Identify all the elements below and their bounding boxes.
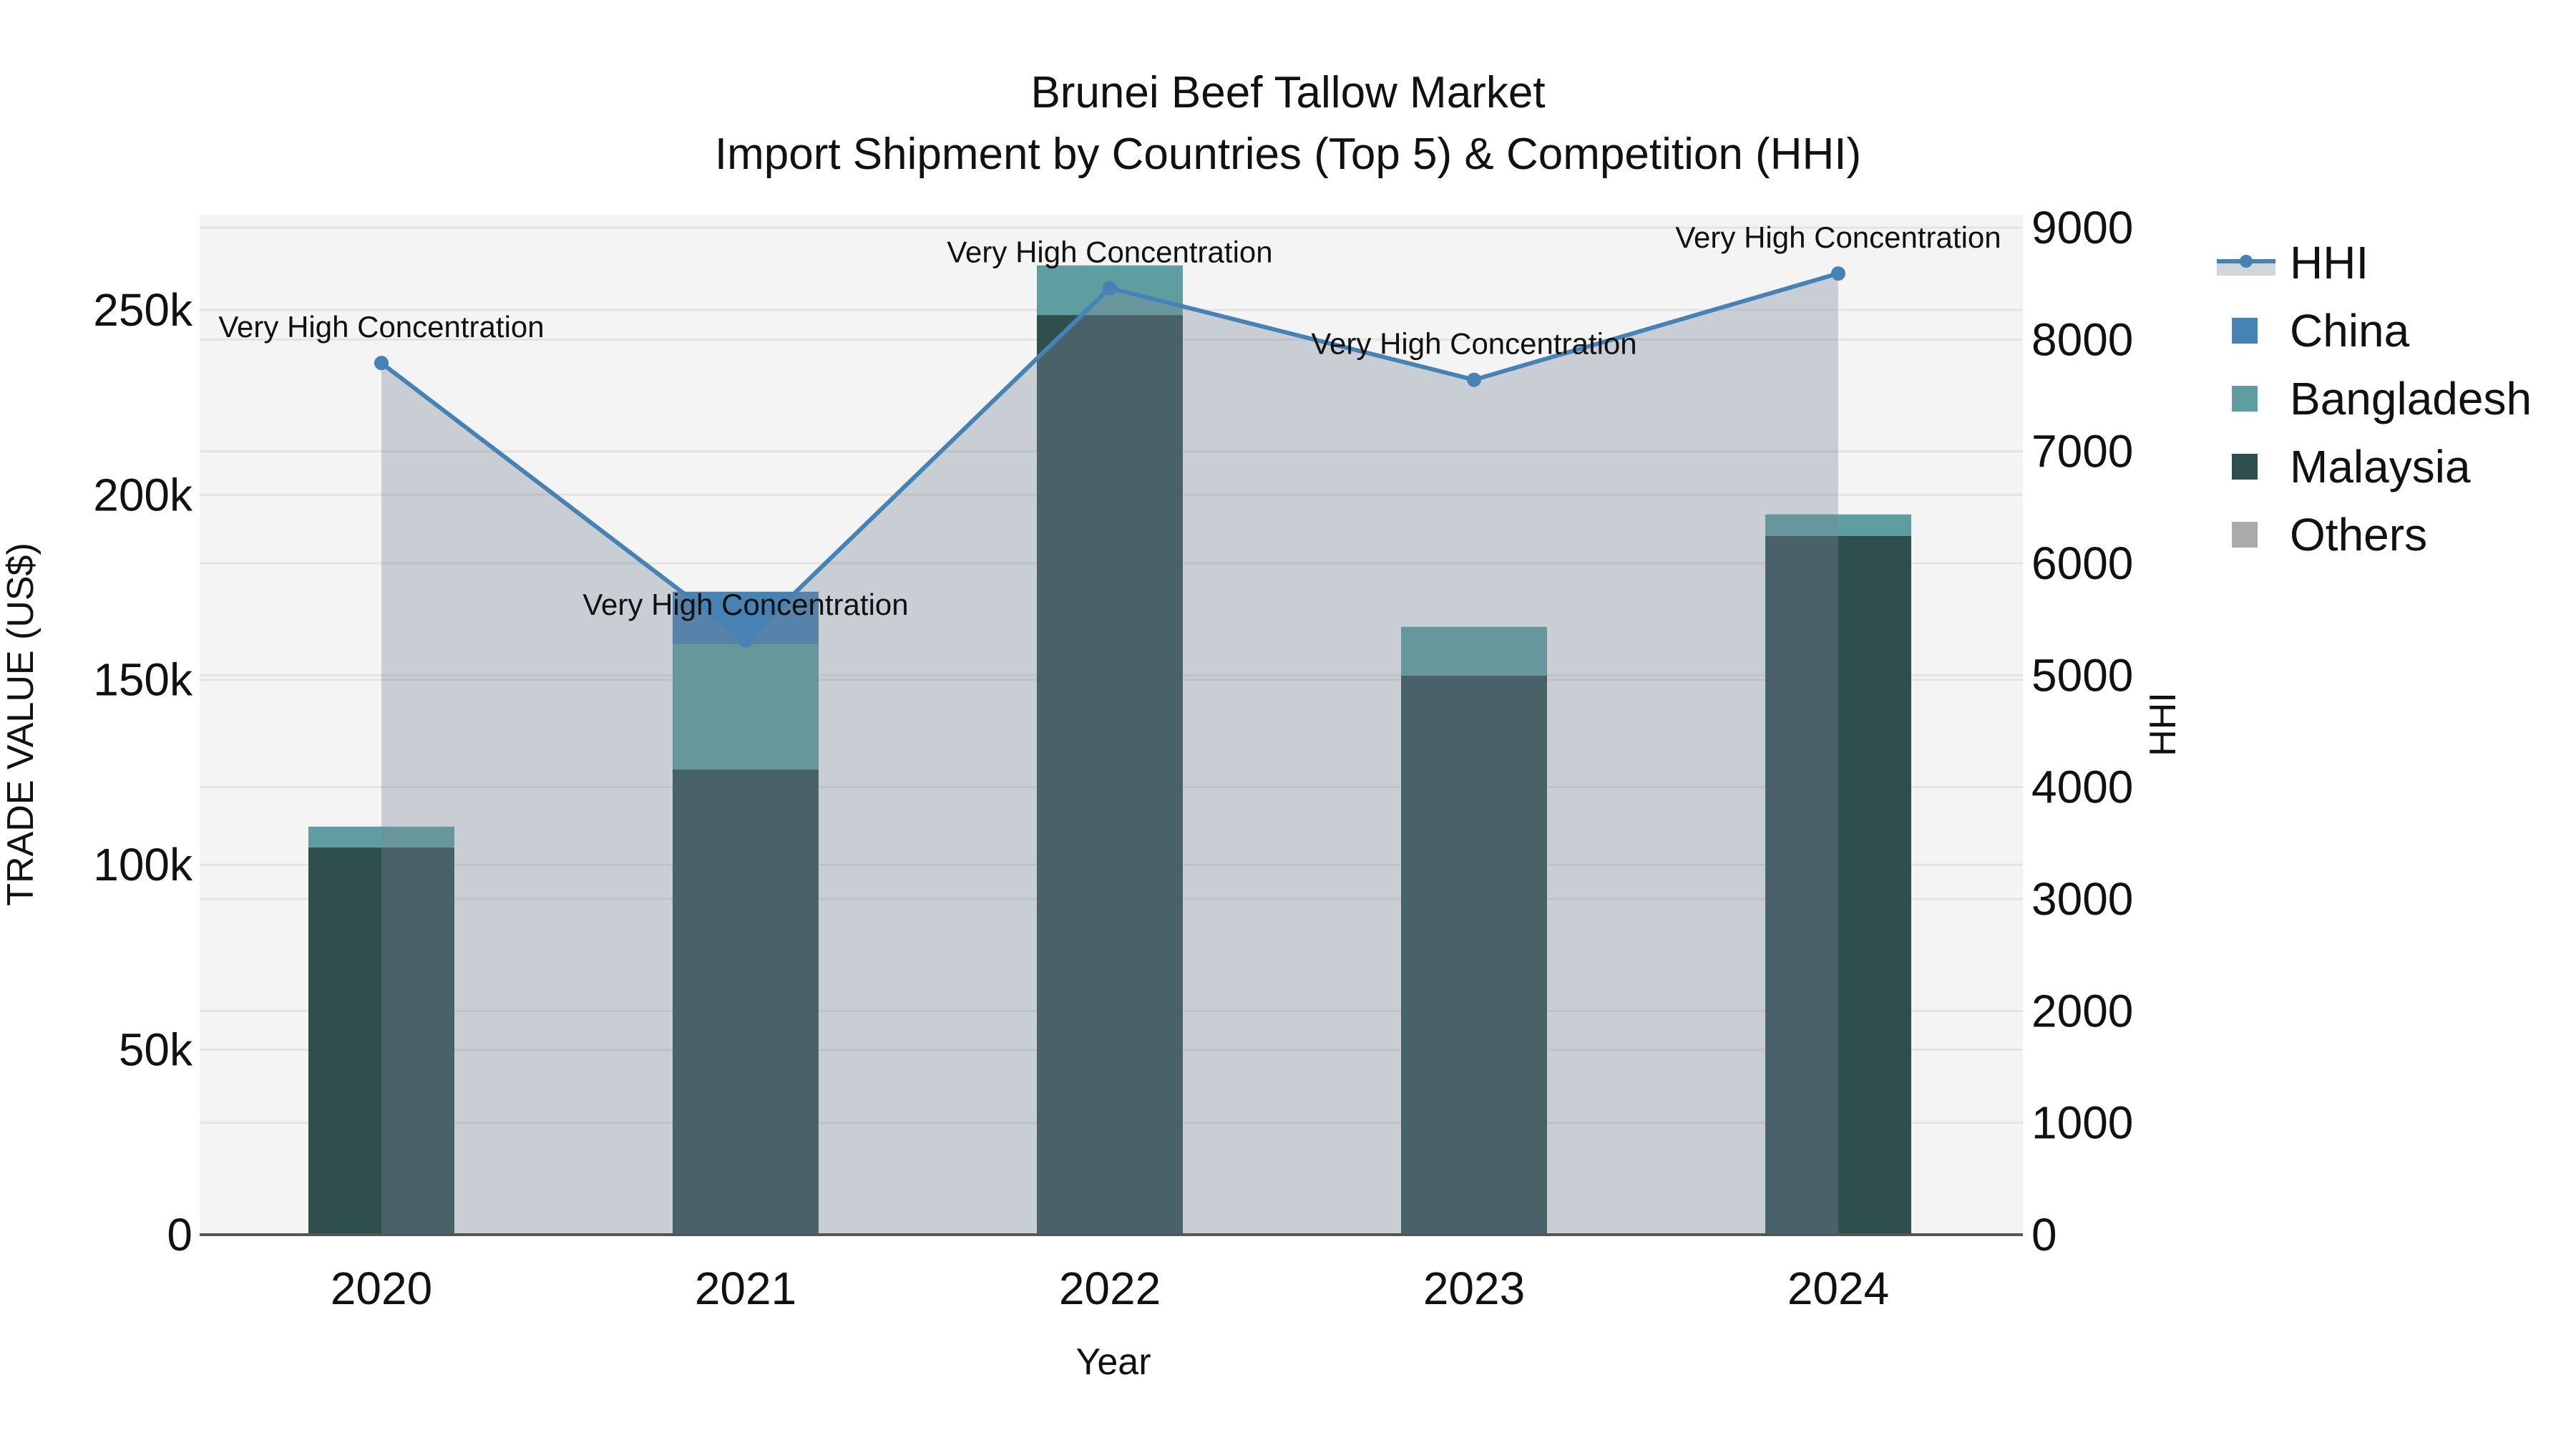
hhi-marker-2020: [374, 356, 389, 371]
y2-tick-label: 0: [2031, 1209, 2057, 1260]
y2-tick-label: 9000: [2031, 202, 2133, 253]
bar-malaysia-2020: [308, 847, 454, 1235]
hhi-marker-2024: [1831, 266, 1845, 281]
legend-item-malaysia: Malaysia: [2232, 441, 2471, 492]
x-tick-label: 2024: [1787, 1263, 1889, 1314]
legend-swatch-icon: [2232, 318, 2258, 344]
bars: [308, 265, 1911, 1235]
bar-bangladesh-2020: [308, 826, 454, 847]
y-axis-ticks: 0 50k 100k 150k 200k 250k: [93, 284, 193, 1260]
annotations: Very High Concentration Very High Concent…: [218, 220, 2001, 621]
legend-swatch-icon: [2232, 522, 2258, 548]
y-tick-label: 100k: [93, 839, 193, 890]
y-tick-label: 200k: [93, 469, 193, 520]
bar-malaysia-2022: [1037, 315, 1183, 1235]
bar-malaysia-2021: [673, 769, 819, 1235]
x-axis-title: Year: [1075, 1341, 1151, 1383]
hhi-annotation: Very High Concentration: [1311, 327, 1636, 361]
x-tick-label: 2022: [1059, 1263, 1161, 1314]
y2-tick-label: 3000: [2031, 873, 2133, 925]
legend-hhi-marker-icon: [2240, 255, 2253, 268]
y2-tick-label: 4000: [2031, 762, 2133, 813]
y2-tick-label: 8000: [2031, 314, 2133, 365]
legend-item-others: Others: [2232, 509, 2427, 560]
bar-bangladesh-2021: [673, 644, 819, 769]
y2-axis-ticks: 0 1000 2000 3000 4000 5000 6000 7000 8000 9000: [2031, 202, 2133, 1260]
x-axis-ticks: 2020 2021 2022 2023 2024: [331, 1263, 1889, 1314]
chart-title: Brunei Beef Tallow Market: [1030, 68, 1545, 117]
y2-tick-label: 2000: [2031, 985, 2133, 1036]
y-tick-label: 150k: [93, 654, 193, 706]
legend-label: Others: [2290, 509, 2427, 560]
hhi-annotation: Very High Concentration: [218, 310, 544, 344]
y2-tick-label: 1000: [2031, 1097, 2133, 1149]
y-axis-title: TRADE VALUE (US$): [0, 543, 42, 906]
legend-label: Malaysia: [2290, 441, 2471, 492]
legend-label: HHI: [2290, 237, 2368, 288]
hhi-annotation: Very High Concentration: [582, 588, 908, 621]
legend-hhi-fill-swatch: [2217, 261, 2275, 276]
hhi-marker-2023: [1467, 372, 1481, 387]
y2-tick-label: 7000: [2031, 426, 2133, 477]
legend-item-hhi: HHI: [2217, 237, 2368, 288]
bar-malaysia-2024: [1765, 535, 1911, 1235]
legend-label: Bangladesh: [2290, 373, 2532, 424]
x-tick-label: 2023: [1423, 1263, 1525, 1314]
bar-malaysia-2023: [1401, 676, 1547, 1235]
y2-axis-title: HHI: [2142, 692, 2184, 757]
hhi-series: [374, 266, 1845, 1235]
x-tick-label: 2021: [695, 1263, 796, 1314]
legend-item-bangladesh: Bangladesh: [2232, 373, 2532, 424]
y2-tick-label: 6000: [2031, 538, 2133, 589]
hhi-marker-2022: [1103, 281, 1117, 296]
hhi-annotation: Very High Concentration: [1675, 220, 2001, 254]
bar-bangladesh-2024: [1765, 514, 1911, 536]
hhi-marker-2021: [738, 633, 753, 648]
chart-subtitle: Import Shipment by Countries (Top 5) & C…: [715, 130, 1861, 179]
legend-swatch-icon: [2232, 454, 2258, 480]
bar-bangladesh-2023: [1401, 626, 1547, 676]
hhi-area-fill: [381, 273, 1838, 1235]
legend: HHI China Bangladesh Malaysia Others: [2217, 237, 2532, 560]
hhi-annotation: Very High Concentration: [947, 235, 1272, 268]
y-tick-label: 50k: [119, 1024, 193, 1076]
legend-swatch-icon: [2232, 386, 2258, 412]
legend-item-china: China: [2232, 305, 2410, 356]
legend-label: China: [2290, 305, 2410, 356]
y2-tick-label: 5000: [2031, 649, 2133, 701]
x-tick-label: 2020: [331, 1263, 432, 1314]
y-tick-label: 0: [167, 1209, 192, 1260]
y-tick-label: 250k: [93, 284, 193, 336]
